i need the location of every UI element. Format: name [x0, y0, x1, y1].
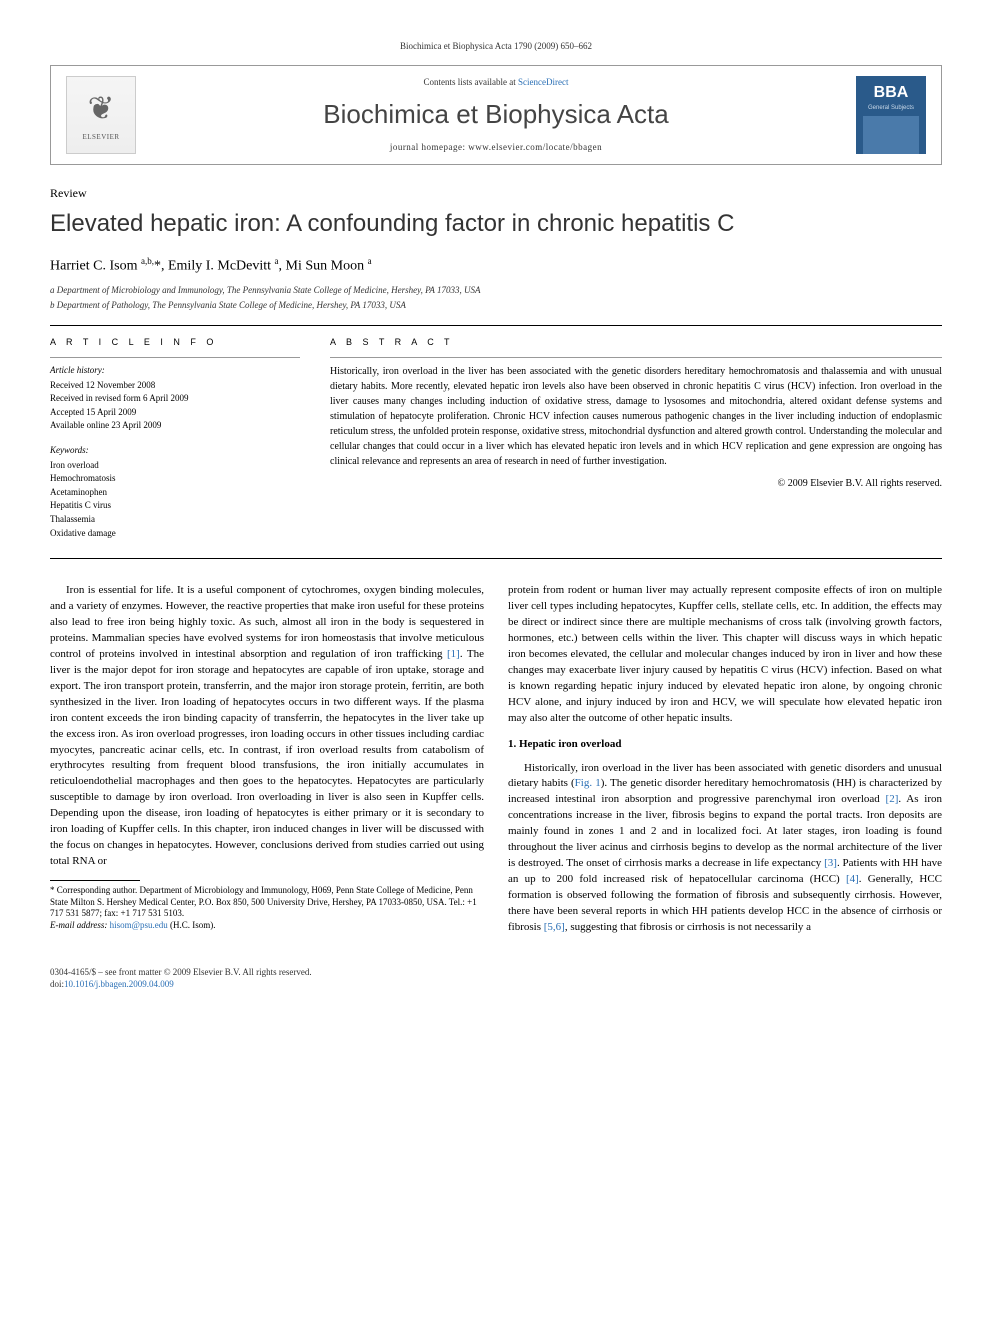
copyright: © 2009 Elsevier B.V. All rights reserved… [330, 477, 942, 491]
keyword: Thalassemia [50, 513, 300, 526]
abstract-block: A B S T R A C T Historically, iron overl… [330, 336, 942, 540]
email-suffix: (H.C. Isom). [168, 920, 216, 930]
journal-banner: ❦ ELSEVIER Contents lists available at S… [50, 65, 942, 165]
bba-cover-image [863, 116, 919, 153]
body-text: Iron is essential for life. It is a usef… [50, 583, 942, 946]
contents-line: Contents lists available at ScienceDirec… [136, 76, 856, 89]
divider [330, 357, 942, 358]
elsevier-logo: ❦ ELSEVIER [66, 76, 136, 154]
sciencedirect-link[interactable]: ScienceDirect [518, 77, 568, 87]
bba-subject: General Subjects [868, 104, 914, 112]
article-info: A R T I C L E I N F O Article history: R… [50, 336, 300, 540]
body-paragraph: Historically, iron overload in the liver… [508, 761, 942, 936]
ref-link[interactable]: [3] [824, 857, 837, 869]
ref-link[interactable]: [1] [447, 648, 460, 660]
affiliation-b: b Department of Pathology, The Pennsylva… [50, 299, 942, 312]
divider [50, 558, 942, 559]
homepage-line: journal homepage: www.elsevier.com/locat… [136, 141, 856, 154]
history-line: Received 12 November 2008 [50, 379, 300, 392]
page-footer: 0304-4165/$ – see front matter © 2009 El… [50, 966, 942, 991]
keyword: Hepatitis C virus [50, 499, 300, 512]
homepage-label: journal homepage: [390, 142, 468, 152]
page-header: Biochimica et Biophysica Acta 1790 (2009… [50, 40, 942, 53]
doi-prefix: doi: [50, 979, 64, 989]
homepage-url[interactable]: www.elsevier.com/locate/bbagen [468, 142, 602, 152]
footnote-rule [50, 880, 140, 881]
doi-link[interactable]: 10.1016/j.bbagen.2009.04.009 [64, 979, 174, 989]
history-line: Accepted 15 April 2009 [50, 406, 300, 419]
ref-link[interactable]: [2] [886, 793, 899, 805]
contents-prefix: Contents lists available at [424, 77, 518, 87]
front-matter: 0304-4165/$ – see front matter © 2009 El… [50, 966, 312, 979]
keyword: Hemochromatosis [50, 472, 300, 485]
body-paragraph: protein from rodent or human liver may a… [508, 583, 942, 726]
doi-line: doi:10.1016/j.bbagen.2009.04.009 [50, 978, 312, 991]
article-type: Review [50, 185, 942, 202]
bba-label: BBA [874, 82, 909, 104]
authors: Harriet C. Isom a,b,*, Emily I. McDevitt… [50, 255, 942, 276]
divider [50, 357, 300, 358]
email-link[interactable]: hisom@psu.edu [110, 920, 168, 930]
ref-link[interactable]: [5,6] [544, 921, 565, 933]
elsevier-tree-icon: ❦ [88, 86, 115, 131]
divider [50, 325, 942, 326]
keyword: Iron overload [50, 459, 300, 472]
article-info-header: A R T I C L E I N F O [50, 336, 300, 349]
bba-cover-logo: BBA General Subjects [856, 76, 926, 154]
abstract-header: A B S T R A C T [330, 336, 942, 349]
footer-left: 0304-4165/$ – see front matter © 2009 El… [50, 966, 312, 991]
ref-link[interactable]: [4] [846, 873, 859, 885]
article-title: Elevated hepatic iron: A confounding fac… [50, 207, 942, 241]
affiliation-a: a Department of Microbiology and Immunol… [50, 284, 942, 297]
figure-link[interactable]: Fig. 1 [575, 777, 601, 789]
keyword: Oxidative damage [50, 527, 300, 540]
history-header: Article history: [50, 364, 300, 377]
abstract-text: Historically, iron overload in the liver… [330, 364, 942, 469]
elsevier-label: ELSEVIER [82, 133, 119, 143]
history-line: Available online 23 April 2009 [50, 419, 300, 432]
footnote-text: * Corresponding author. Department of Mi… [50, 885, 477, 918]
keywords-header: Keywords: [50, 444, 300, 457]
section-heading: 1. Hepatic iron overload [508, 737, 942, 753]
journal-name: Biochimica et Biophysica Acta [136, 96, 856, 132]
body-text: . The liver is the major depot for iron … [50, 648, 484, 867]
keyword: Acetaminophen [50, 486, 300, 499]
meta-columns: A R T I C L E I N F O Article history: R… [50, 336, 942, 540]
history-line: Received in revised form 6 April 2009 [50, 392, 300, 405]
banner-center: Contents lists available at ScienceDirec… [136, 76, 856, 154]
email-label: E-mail address: [50, 920, 110, 930]
body-text: , suggesting that fibrosis or cirrhosis … [565, 921, 811, 933]
body-paragraph: Iron is essential for life. It is a usef… [50, 583, 484, 870]
body-text: Iron is essential for life. It is a usef… [50, 584, 484, 660]
corresponding-footnote: * Corresponding author. Department of Mi… [50, 885, 484, 932]
